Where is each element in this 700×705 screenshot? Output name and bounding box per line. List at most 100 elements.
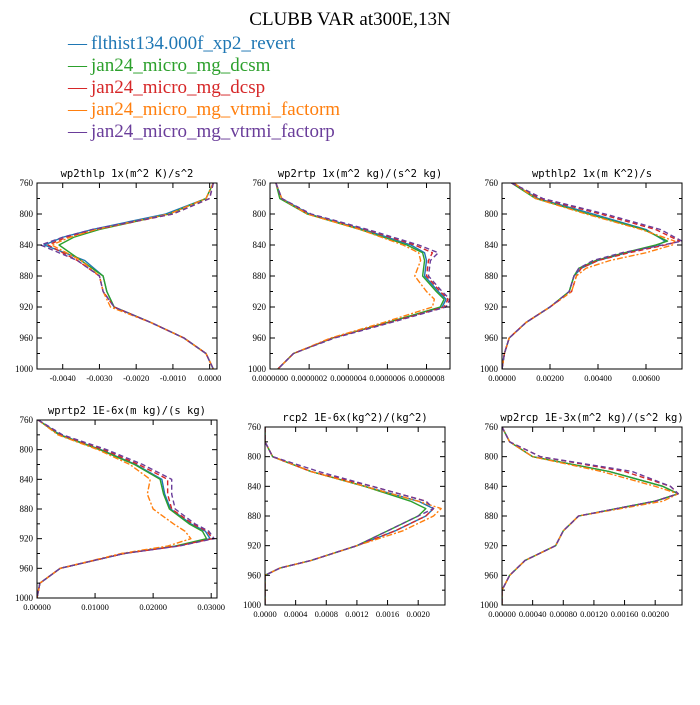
y-tick-label: 800 (20, 209, 34, 219)
panel-title: wp2rtp 1x(m^2 kg)/(s^2 kg) (278, 168, 442, 180)
series-group (265, 427, 442, 605)
x-tick-label: 0.00000 (488, 373, 516, 383)
x-tick-label: 0.0000008 (408, 373, 444, 383)
series-line (502, 427, 679, 605)
x-tick-label: 0.0000002 (291, 373, 327, 383)
x-tick-label: 0.0012 (345, 609, 368, 619)
x-tick-label: 0.01000 (81, 602, 109, 612)
plot-frame (36, 182, 218, 370)
series-group (37, 420, 215, 598)
legend-marker: — (67, 121, 88, 142)
y-tick-label: 960 (253, 333, 267, 343)
series-group (39, 183, 215, 369)
series-line (502, 183, 682, 369)
y-tick-label: 960 (485, 570, 499, 580)
legend-label: flthist134.000f_xp2_revert (91, 33, 296, 54)
chart-panel: wpthlp2 1x(m K^2)/s 760 800 840 880 920 960 100… (480, 168, 683, 383)
x-tick-label: 0.00200 (641, 609, 669, 619)
figure-title: CLUBB VAR at300E,13N (249, 9, 451, 30)
x-tick-label: 0.00160 (611, 609, 639, 619)
y-tick-label: 840 (20, 240, 34, 250)
y-tick-label: 960 (485, 333, 499, 343)
x-tick-label: 0.0016 (376, 609, 399, 619)
y-tick-label: 760 (248, 422, 262, 432)
chart-panel: wp2rcp 1E-3x(m^2 kg)/(s^2 kg)760 800 840 88… (480, 412, 684, 619)
x-tick-label: 0.0000006 (369, 373, 405, 383)
y-tick-label: 1000 (248, 364, 267, 374)
series-line (265, 427, 435, 605)
y-tick-label: 800 (248, 452, 262, 462)
series-line (37, 420, 214, 598)
chart-panel: wp2thlp 1x(m^2 K)/s^2 760 800 840 880 920 960 1… (15, 168, 221, 383)
y-tick-label: 1000 (480, 600, 499, 610)
y-tick-label: 880 (485, 511, 499, 521)
series-line (37, 420, 211, 598)
legend-marker: — (67, 99, 88, 120)
x-tick-label: -0.0030 (86, 373, 112, 383)
legend-label: jan24_micro_mg_dcsm (90, 55, 271, 76)
x-tick-label: 0.00120 (580, 609, 608, 619)
y-tick-label: 880 (248, 511, 262, 521)
y-tick-label: 920 (253, 302, 267, 312)
legend-item: — flthist134.000f_xp2_revert (67, 33, 296, 54)
y-tick-label: 1000 (15, 364, 34, 374)
y-tick-label: 880 (20, 504, 34, 514)
series-line (502, 183, 669, 369)
legend: — flthist134.000f_xp2_revert— jan24_micro_… (67, 33, 340, 142)
series-line (265, 427, 442, 605)
y-tick-label: 960 (20, 563, 34, 573)
y-tick-label: 760 (20, 178, 34, 188)
y-tick-label: 760 (253, 178, 267, 188)
x-tick-label: 0.03000 (197, 602, 225, 612)
series-line (47, 183, 215, 369)
y-tick-label: 880 (20, 271, 34, 281)
legend-label: jan24_micro_mg_vtrmi_factorp (90, 121, 335, 142)
panel-title: wp2rcp 1E-3x(m^2 kg)/(s^2 kg) (500, 412, 683, 424)
y-tick-label: 760 (485, 178, 499, 188)
y-tick-label: 840 (248, 481, 262, 491)
series-line (37, 420, 192, 598)
y-tick-label: 840 (485, 240, 499, 250)
y-tick-label: 960 (248, 570, 262, 580)
legend-item: — jan24_micro_mg_dcsp (67, 77, 265, 98)
y-tick-label: 760 (485, 422, 499, 432)
panel-title: wpthlp2 1x(m K^2)/s (532, 168, 652, 180)
legend-marker: — (67, 77, 88, 98)
y-tick-label: 960 (20, 333, 34, 343)
legend-label: jan24_micro_mg_dcsp (90, 77, 265, 98)
panel-title: rcp2 1E-6x(kg^2)/(kg^2) (282, 412, 427, 424)
y-tick-label: 800 (20, 445, 34, 455)
y-tick-label: 1000 (243, 600, 262, 610)
y-tick-label: 1000 (15, 593, 34, 603)
series-line (265, 427, 427, 605)
y-tick-label: 920 (20, 534, 34, 544)
y-tick-label: 800 (253, 209, 267, 219)
x-tick-label: 0.0000004 (330, 373, 367, 383)
plot-frame (501, 182, 683, 370)
legend-label: jan24_micro_mg_vtrmi_factorm (90, 99, 340, 120)
x-tick-label: -0.0040 (50, 373, 76, 383)
series-line (275, 183, 450, 369)
x-tick-label: 0.0008 (315, 609, 338, 619)
series-line (265, 427, 435, 605)
legend-item: — jan24_micro_mg_vtrmi_factorm (67, 99, 340, 120)
x-tick-label: 0.00080 (549, 609, 577, 619)
legend-item: — jan24_micro_mg_vtrmi_factorp (67, 121, 335, 142)
legend-marker: — (67, 55, 88, 76)
y-tick-label: 880 (253, 271, 267, 281)
series-line (502, 427, 679, 605)
y-tick-label: 760 (20, 415, 34, 425)
x-tick-label: 0.0000 (253, 609, 276, 619)
x-tick-label: 0.0004 (284, 609, 308, 619)
chart-panel: wprtp2 1E-6x(m kg)/(s kg) 760 800 840 880 920… (15, 405, 225, 612)
x-tick-label: 0.00000 (488, 609, 516, 619)
legend-item: — jan24_micro_mg_dcsm (67, 55, 271, 76)
x-tick-label: 0.00200 (536, 373, 564, 383)
y-tick-label: 840 (20, 474, 34, 484)
series-group (502, 427, 679, 605)
x-tick-label: 0.0000 (198, 373, 221, 383)
y-tick-label: 920 (485, 541, 499, 551)
x-tick-label: 0.00600 (632, 373, 660, 383)
y-tick-label: 920 (20, 302, 34, 312)
